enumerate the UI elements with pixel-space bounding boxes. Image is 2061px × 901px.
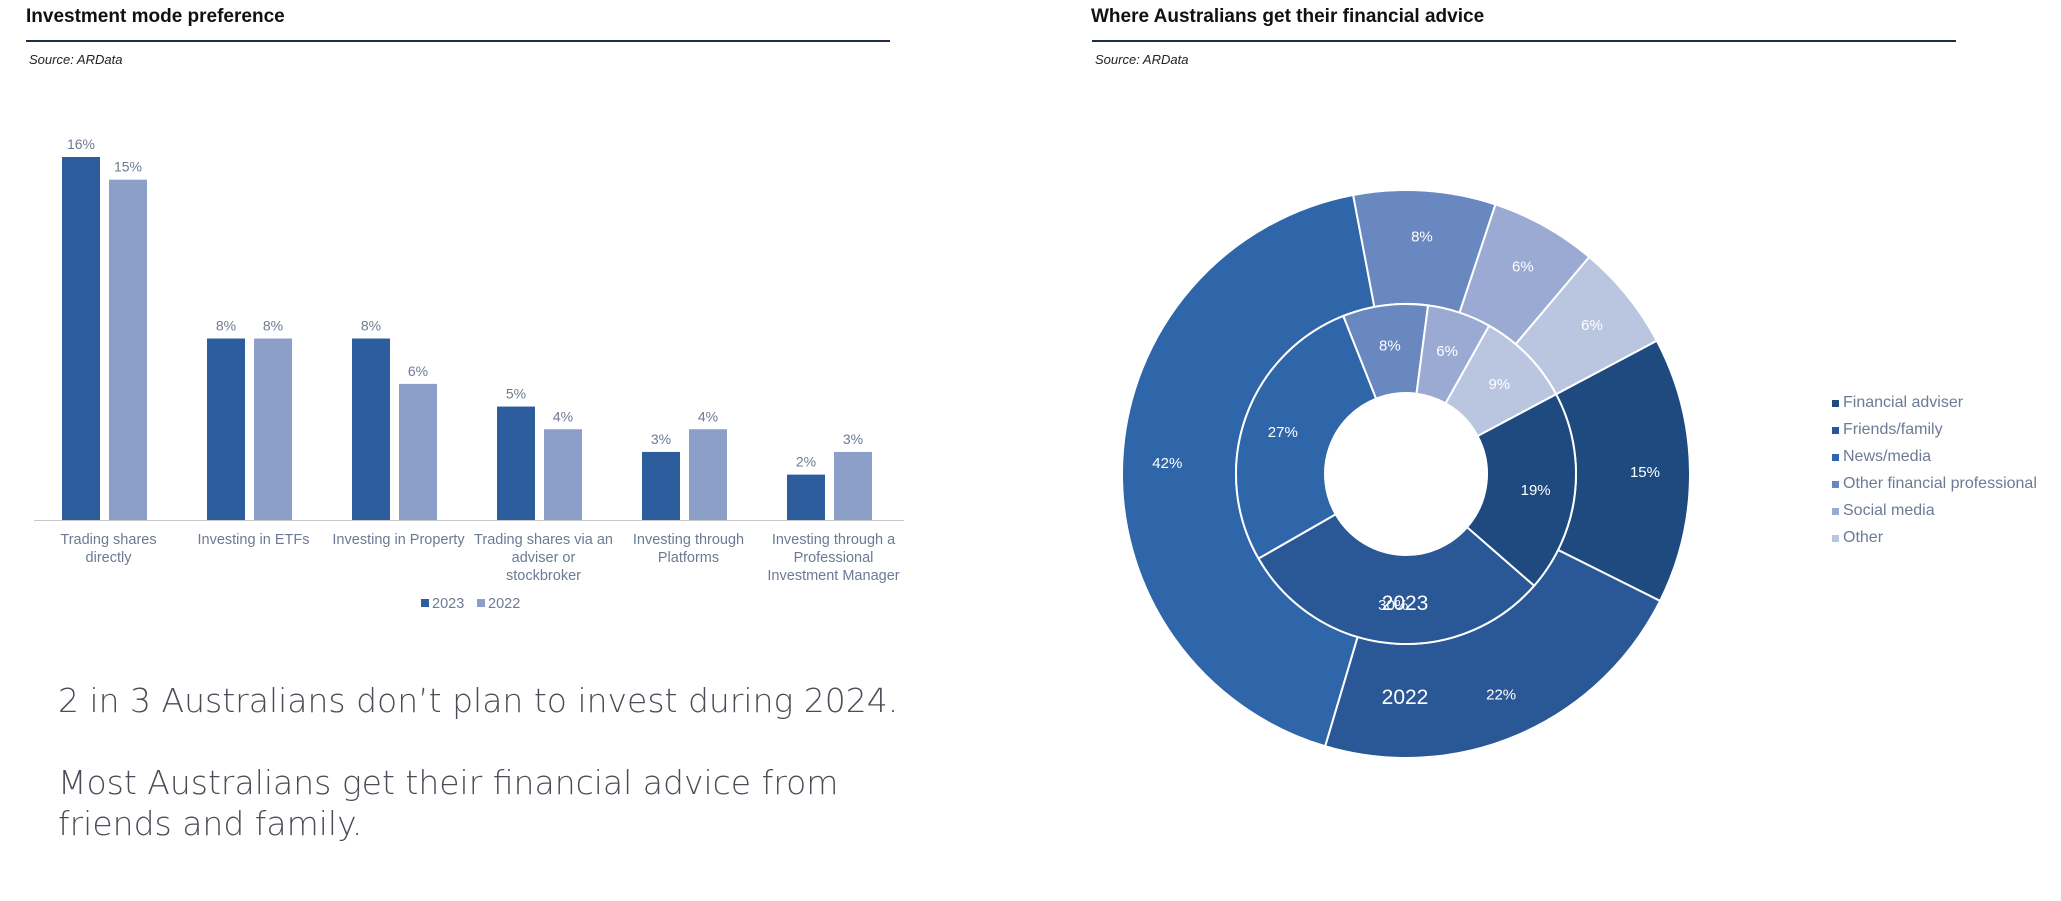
- bar-2022-2: [399, 383, 437, 520]
- data-label-2022-3: 4%: [553, 408, 573, 424]
- summary-line-1: 2 in 3 Australians don’t plan to invest …: [58, 681, 899, 720]
- legend-label-2: News/media: [1843, 448, 1931, 465]
- left-panel-title: Investment mode preference: [26, 6, 285, 27]
- legend-label-1: Friends/family: [1843, 421, 1943, 438]
- legend-label-3: Other financial professional: [1843, 475, 2037, 492]
- bar-2022-5: [834, 451, 872, 520]
- legend-swatch-3: [1832, 481, 1839, 488]
- bar-2023-3: [497, 406, 535, 520]
- bar-2023-0: [62, 157, 100, 520]
- category-label-3: Trading shares via an adviser or stockbrok…: [474, 532, 613, 584]
- bar-2022-0: [109, 179, 147, 520]
- slice-label-2023-1: 30%: [1378, 597, 1408, 614]
- right-panel-title: Where Australians get their financial ad…: [1091, 6, 1485, 27]
- legend-swatch-5: [1832, 535, 1839, 542]
- slice-label-2023-5: 9%: [1488, 376, 1510, 393]
- ring-label-2023: 2023: [1382, 592, 1429, 615]
- category-label-0: Trading shares directly: [60, 532, 156, 566]
- slice-label-2022-5: 6%: [1581, 317, 1603, 334]
- data-label-2023-0: 16%: [67, 136, 95, 152]
- data-label-2023-5: 2%: [796, 454, 816, 470]
- summary-line-2: Most Australians get their financial adv…: [58, 763, 839, 843]
- left-panel-source: Source: ARData: [29, 52, 123, 67]
- category-label-1: Investing in ETFs: [197, 532, 309, 548]
- right-panel-source: Source: ARData: [1095, 52, 1189, 67]
- slice-label-2022-2: 42%: [1152, 455, 1182, 472]
- slice-label-2022-0: 15%: [1630, 464, 1660, 481]
- legend-label-2023: 2023: [432, 596, 464, 612]
- data-label-2022-1: 8%: [263, 318, 283, 334]
- bar-2023-1: [207, 338, 245, 520]
- legend-label-5: Other: [1843, 529, 1884, 546]
- legend-swatch-4: [1832, 508, 1839, 515]
- data-label-2022-2: 6%: [408, 363, 428, 379]
- slice-2023-1: [1257, 512, 1536, 645]
- bar-2022-4: [689, 429, 727, 520]
- bar-2023-4: [642, 451, 680, 520]
- legend-label-2022: 2022: [488, 596, 520, 612]
- slice-2023-2: [1235, 314, 1378, 560]
- data-label-2022-0: 15%: [114, 159, 142, 175]
- ring-label-2022: 2022: [1382, 686, 1429, 709]
- category-label-4: Investing through Platforms: [633, 532, 744, 566]
- legend-swatch-1: [1832, 427, 1839, 434]
- bar-2023-2: [352, 338, 390, 520]
- slice-label-2023-4: 6%: [1436, 343, 1458, 360]
- right-panel-rule: [1092, 40, 1956, 42]
- slice-label-2023-3: 8%: [1379, 337, 1401, 354]
- bar-2022-3: [544, 429, 582, 520]
- slice-label-2022-3: 8%: [1411, 229, 1433, 246]
- slice-label-2023-2: 27%: [1268, 424, 1298, 441]
- bar-2022-1: [254, 338, 292, 520]
- slice-2023-5: [1444, 324, 1558, 438]
- data-label-2023-1: 8%: [216, 318, 236, 334]
- bar-chart: 16% 15% Trading shares directly 8% 8% Investin…: [34, 136, 904, 612]
- category-label-2: Investing in Property: [332, 532, 465, 548]
- legend-swatch-2023: [421, 599, 429, 607]
- donut-chart: 15% 22% 42% 8% 6% 6% 19% 30% 27% 8% 6% 9% 2023 2022: [1120, 189, 1691, 760]
- legend-label-4: Social media: [1843, 502, 1935, 519]
- left-panel-rule: [26, 40, 890, 42]
- legend-swatch-0: [1832, 400, 1839, 407]
- data-label-2022-4: 4%: [698, 408, 718, 424]
- slice-2023-0: [1465, 392, 1577, 588]
- category-label-5: Investing through a Professional Investmen…: [767, 532, 899, 584]
- legend-label-0: Financial adviser: [1843, 394, 1964, 411]
- data-label-2022-5: 3%: [843, 431, 863, 447]
- slice-label-2023-0: 19%: [1521, 482, 1551, 499]
- data-label-2023-3: 5%: [506, 386, 526, 402]
- data-label-2023-4: 3%: [651, 431, 671, 447]
- bar-2023-5: [787, 474, 825, 520]
- legend-swatch-2: [1832, 454, 1839, 461]
- slice-label-2022-4: 6%: [1512, 259, 1534, 276]
- slice-label-2022-1: 22%: [1486, 686, 1516, 703]
- donut-legend: Financial adviser Friends/family News/medi…: [1832, 394, 2037, 546]
- data-label-2023-2: 8%: [361, 318, 381, 334]
- legend-swatch-2022: [477, 599, 485, 607]
